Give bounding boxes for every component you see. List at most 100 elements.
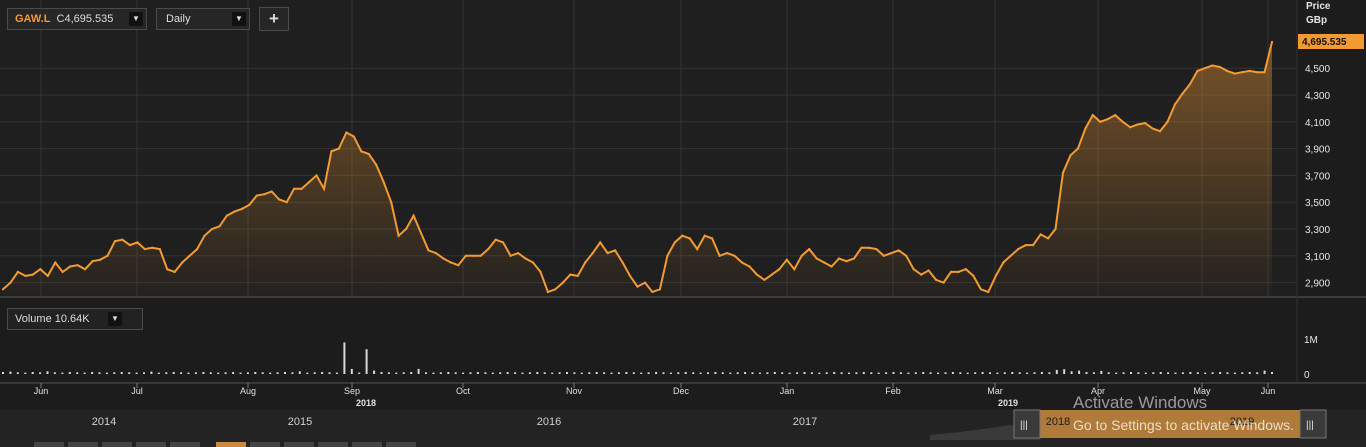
price-point [419, 231, 423, 235]
symbol-dropdown-icon[interactable]: ▼ [129, 12, 143, 26]
price-tick: 4,100 [1305, 118, 1330, 129]
volume-bar [825, 372, 828, 374]
volume-bar [321, 372, 324, 374]
month-label: Aug [240, 386, 256, 396]
price-point [942, 281, 945, 284]
interval-dropdown-icon[interactable]: ▼ [232, 12, 246, 26]
current-price: 4,695.535 [64, 13, 114, 25]
volume-bar [848, 372, 850, 374]
volume-bar [499, 372, 502, 374]
price-point [151, 246, 154, 249]
navigator-selection[interactable] [1040, 410, 1300, 438]
price-point [1144, 122, 1147, 125]
price-point [278, 198, 281, 201]
volume-bar [298, 371, 301, 374]
price-point [330, 150, 333, 153]
price-point [464, 254, 467, 257]
volume-bar [677, 372, 680, 374]
navigator-left-handle[interactable] [1013, 409, 1041, 439]
volume-tick-1m: 1M [1304, 335, 1318, 346]
price-point [225, 214, 228, 217]
price-point [964, 268, 968, 271]
volume-bar [758, 372, 761, 374]
price-point [1061, 171, 1065, 174]
volume-bar [937, 372, 940, 374]
price-point [852, 257, 856, 260]
volume-bar [484, 372, 487, 374]
volume-bar [1040, 372, 1043, 374]
navigator-right-handle[interactable] [1299, 409, 1327, 439]
volume-bar [9, 371, 12, 374]
volume-bar [180, 372, 183, 374]
volume-selector[interactable]: Volume 10.64K ▼ [7, 308, 143, 330]
price-point [584, 261, 587, 264]
price-point [531, 261, 535, 264]
price-point [1226, 69, 1229, 72]
price-point [1114, 114, 1117, 117]
volume-bar [1063, 369, 1066, 374]
price-point [628, 274, 632, 277]
navigator-year-label: 2016 [537, 416, 561, 428]
volume-bar [209, 372, 212, 374]
symbol-selector[interactable]: GAW.L C4,695.535 ▼ [7, 8, 147, 30]
price-point [46, 274, 49, 277]
price-point [188, 254, 191, 257]
navigator-year-label: 2017 [793, 416, 817, 428]
volume-bar [640, 372, 643, 374]
price-point [412, 214, 415, 217]
volume-bar [669, 372, 672, 374]
volume-bar [996, 372, 999, 374]
price-axis: 4,500 4,300 4,100 3,900 3,700 3,500 3,300 3,100… [1305, 64, 1330, 289]
volume-bar [306, 372, 309, 374]
volume-bar [803, 372, 806, 374]
price-point [905, 254, 908, 257]
volume-bar [402, 372, 405, 374]
price-point [54, 261, 57, 264]
volume-bar [1011, 372, 1014, 374]
last-price-label: 4,695.535 [1302, 37, 1347, 48]
price-point [1121, 120, 1124, 123]
price-point [808, 248, 811, 251]
price-point [1173, 103, 1177, 106]
month-label: Jun [1261, 386, 1276, 396]
price-point [1270, 40, 1274, 44]
volume-bar [425, 372, 427, 374]
price-point [69, 265, 72, 268]
volume-bar [276, 372, 279, 374]
volume-bar [373, 370, 376, 374]
price-point [1256, 71, 1259, 74]
volume-bar [810, 372, 813, 374]
volume-bar [2, 372, 4, 374]
price-point [800, 254, 803, 257]
price-point [860, 246, 863, 249]
volume-bar [432, 372, 435, 374]
price-point [696, 248, 699, 251]
volume-bar [476, 372, 479, 374]
price-point [397, 234, 400, 237]
volume-dropdown-icon[interactable]: ▼ [108, 312, 122, 326]
volume-bar [1189, 372, 1192, 374]
interval-selector[interactable]: Daily ▼ [156, 8, 250, 30]
volume-bar [1226, 372, 1229, 374]
navigator-scroll-tabs[interactable] [34, 442, 416, 447]
volume-bar [818, 372, 821, 374]
volume-bar [736, 372, 739, 374]
month-label: Oct [456, 386, 471, 396]
volume-bar [855, 372, 858, 374]
price-point [867, 246, 871, 249]
price-point [337, 147, 340, 150]
volume-bar [1159, 372, 1162, 374]
price-point [1002, 261, 1005, 264]
navigator-year-label: 2018 [1046, 416, 1070, 428]
price-point [218, 225, 221, 228]
price-point [367, 152, 370, 156]
price-point [606, 252, 609, 255]
price-point [91, 260, 94, 263]
price-point [1196, 69, 1199, 72]
volume-bar [521, 372, 524, 374]
navigator-sparkline [930, 425, 1040, 440]
price-point [949, 270, 953, 273]
add-indicator-button[interactable]: + [259, 7, 289, 31]
volume-bar [981, 372, 984, 374]
